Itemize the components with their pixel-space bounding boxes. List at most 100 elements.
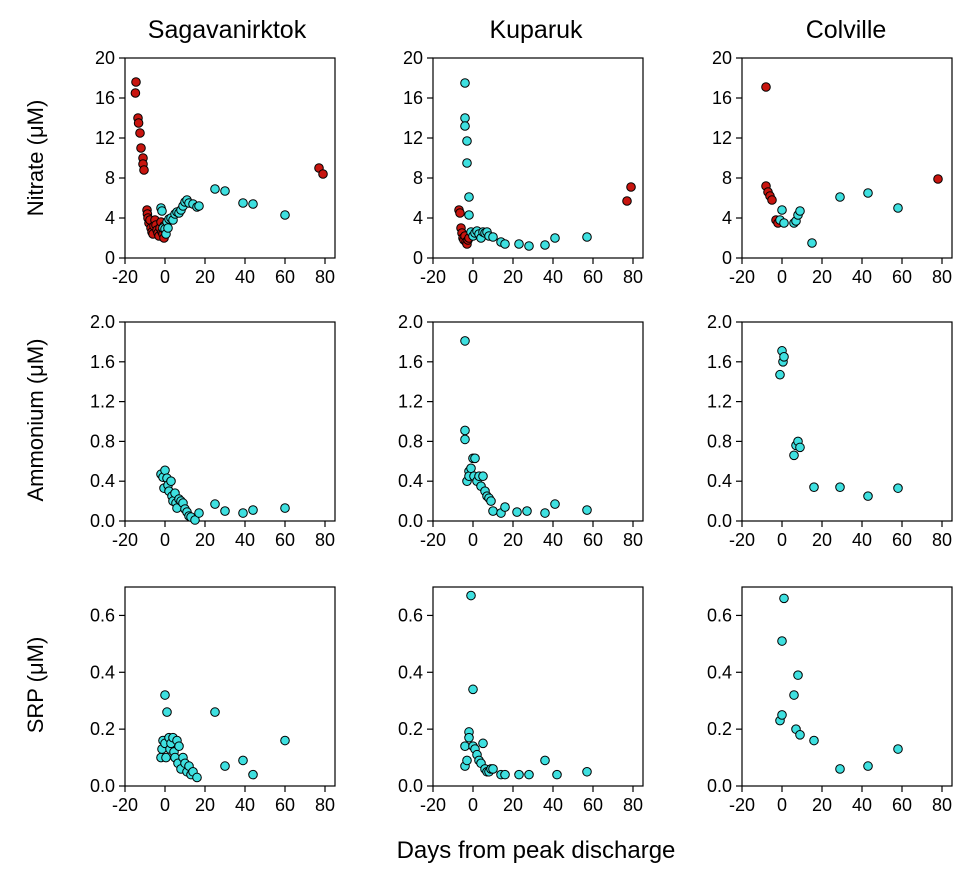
data-point-cyan <box>194 508 204 518</box>
data-point-cyan <box>500 769 510 780</box>
y-tick-label: 0.8 <box>398 431 423 451</box>
data-point-cyan <box>220 761 230 771</box>
x-tick-label: 0 <box>160 267 170 287</box>
data-point-cyan <box>500 239 510 249</box>
x-tick-label: 20 <box>195 530 215 550</box>
data-point-cyan <box>464 732 474 743</box>
data-point-red <box>767 195 777 205</box>
data-point-cyan <box>809 482 819 492</box>
y-tick-label: 0.0 <box>398 511 423 531</box>
x-tick-label: 0 <box>468 530 478 550</box>
panel-colville-ammonium: -20 0 20 40 60 80 0.0 0.4 0.8 1.2 1.6 2.0 <box>707 312 953 550</box>
column-title-kuparuk: Kuparuk <box>489 16 583 44</box>
data-point-cyan <box>863 491 873 501</box>
y-tick-label: 2.0 <box>90 312 115 332</box>
x-tick-label: 0 <box>777 795 787 815</box>
y-tick-label: 0.4 <box>707 662 732 682</box>
x-tick-label: 40 <box>543 267 563 287</box>
x-axis-label: Days from peak discharge <box>397 837 676 864</box>
y-tick-label: 0.6 <box>398 605 423 625</box>
data-point-cyan <box>210 707 220 717</box>
data-point-cyan <box>779 218 789 228</box>
data-point-cyan <box>192 772 202 783</box>
x-tick-label: 0 <box>777 267 787 287</box>
data-point-cyan <box>460 78 470 88</box>
x-tick-label: 60 <box>892 530 912 550</box>
data-point-cyan <box>238 755 248 766</box>
y-tick-label: 0.2 <box>90 719 115 739</box>
x-tick-label: 0 <box>160 530 170 550</box>
data-point-cyan <box>488 764 498 774</box>
x-tick-label: 20 <box>503 795 523 815</box>
column-title-sagavanirktok: Sagavanirktok <box>148 16 307 44</box>
data-point-cyan <box>789 450 799 461</box>
data-point-cyan <box>194 201 204 211</box>
data-point-cyan <box>540 240 550 250</box>
x-tick-label: 60 <box>892 267 912 287</box>
row-label-srp: SRP (μM) <box>23 637 48 734</box>
data-point-cyan <box>460 336 470 346</box>
data-point-red <box>318 169 328 179</box>
x-tick-label: 80 <box>932 530 952 550</box>
x-tick-label: -20 <box>112 795 138 815</box>
panel-kuparuk-srp: -20 0 20 40 60 80 0.0 0.2 0.4 0.6 <box>398 586 644 815</box>
row-label-nitrate: Nitrate (μM) <box>23 100 48 217</box>
data-point-cyan <box>550 233 560 243</box>
x-tick-label: 20 <box>195 795 215 815</box>
data-point-cyan <box>807 238 817 248</box>
x-tick-label: -20 <box>729 530 755 550</box>
data-point-cyan <box>863 761 873 771</box>
y-tick-label: 0.4 <box>90 471 115 491</box>
column-title-colville: Colville <box>806 16 887 44</box>
y-tick-label: 0.2 <box>707 719 732 739</box>
data-point-red <box>131 77 141 87</box>
y-tick-label: 2.0 <box>398 312 423 332</box>
y-tick-label: 4 <box>722 208 732 228</box>
x-tick-label: -20 <box>112 267 138 287</box>
data-point-cyan <box>163 223 173 233</box>
data-point-cyan <box>210 184 220 194</box>
data-point-cyan <box>160 465 170 476</box>
y-tick-label: 8 <box>105 168 115 188</box>
x-tick-label: 20 <box>195 267 215 287</box>
data-point-red <box>761 82 771 92</box>
data-point-cyan <box>779 593 789 604</box>
x-tick-label: 80 <box>315 530 335 550</box>
data-point-cyan <box>486 496 496 506</box>
data-point-cyan <box>280 503 290 513</box>
y-tick-label: 20 <box>403 48 423 68</box>
data-point-cyan <box>795 442 805 453</box>
panel-kuparuk-ammonium: -20 0 20 40 60 80 0.0 0.4 0.8 1.2 1.6 2.0 <box>398 312 644 550</box>
y-tick-label: 0.4 <box>707 471 732 491</box>
data-point-cyan <box>462 755 472 766</box>
x-tick-label: 60 <box>892 795 912 815</box>
data-point-cyan <box>835 482 845 492</box>
data-point-cyan <box>462 136 472 146</box>
y-tick-label: 8 <box>722 168 732 188</box>
data-point-cyan <box>893 744 903 754</box>
data-point-red <box>139 165 149 175</box>
data-point-cyan <box>863 188 873 198</box>
plot-frame <box>432 586 644 787</box>
data-point-cyan <box>514 769 524 780</box>
data-point-cyan <box>238 508 248 518</box>
y-tick-label: 0.6 <box>707 605 732 625</box>
y-tick-label: 20 <box>712 48 732 68</box>
x-tick-label: 20 <box>812 267 832 287</box>
x-tick-label: 40 <box>235 267 255 287</box>
data-point-cyan <box>464 192 474 202</box>
data-point-cyan <box>160 690 170 700</box>
data-point-cyan <box>550 499 560 509</box>
y-tick-label: 8 <box>413 168 423 188</box>
data-point-red <box>136 143 146 153</box>
data-point-cyan <box>220 506 230 516</box>
x-tick-label: 60 <box>583 795 603 815</box>
data-point-cyan <box>248 199 258 209</box>
y-tick-label: 0.0 <box>707 776 732 796</box>
x-tick-label: 20 <box>503 267 523 287</box>
x-tick-label: 20 <box>812 530 832 550</box>
x-tick-label: 80 <box>623 795 643 815</box>
x-tick-label: 60 <box>583 530 603 550</box>
data-point-cyan <box>795 730 805 740</box>
